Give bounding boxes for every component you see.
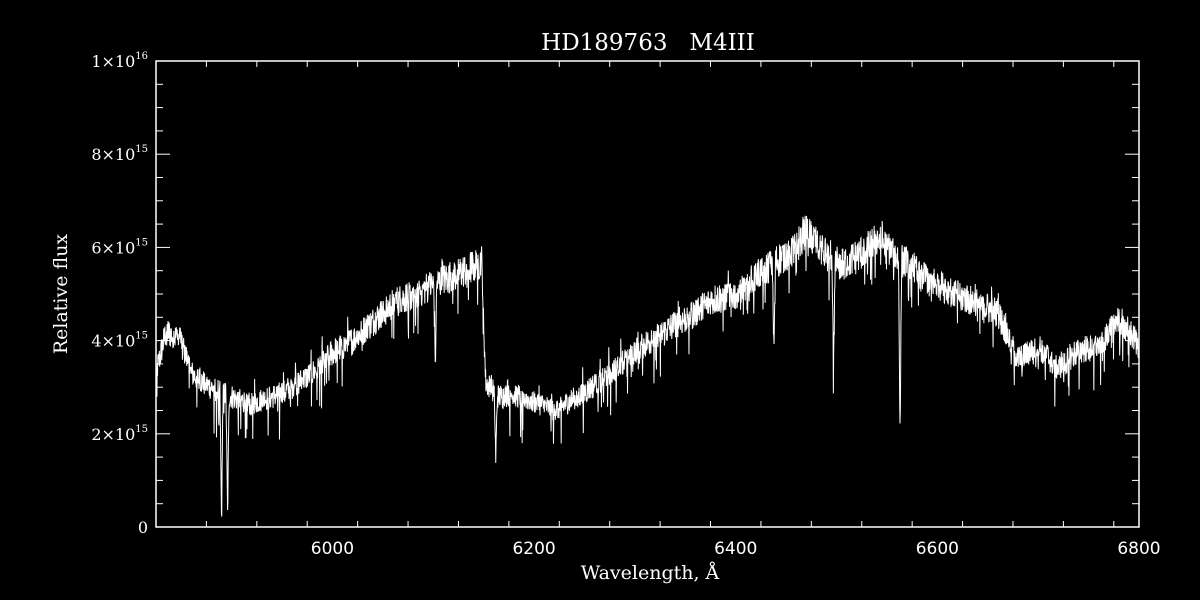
y-tick-label: 8×1015 xyxy=(91,144,148,164)
y-tick-label: 2×1015 xyxy=(91,424,148,444)
spectrum-line xyxy=(155,215,1140,517)
y-tick-exponent: 15 xyxy=(135,237,148,248)
y-tick-exponent: 15 xyxy=(135,331,148,342)
x-tick-label: 6800 xyxy=(1117,539,1160,559)
y-tick-mantissa: 0 xyxy=(138,518,148,537)
spectrum-series xyxy=(155,215,1140,517)
y-tick-mantissa: 2×10 xyxy=(91,425,135,444)
y-tick-mantissa: 1×10 xyxy=(91,52,135,71)
y-tick-label: 1×1016 xyxy=(91,51,148,71)
x-tick-label: 6000 xyxy=(311,539,354,559)
y-tick-mantissa: 4×10 xyxy=(91,332,135,351)
x-tick-label: 6400 xyxy=(714,539,757,559)
x-tick-label: 6600 xyxy=(916,539,959,559)
y-axis-label: Relative flux xyxy=(50,234,72,355)
y-tick-label: 0 xyxy=(138,518,148,537)
chart-title: HD189763 M4III xyxy=(541,30,755,56)
x-tick-labels: 6000 6200 6400 6600 6800 xyxy=(311,539,1161,559)
y-tick-exponent: 15 xyxy=(135,424,148,435)
y-tick-mantissa: 6×10 xyxy=(91,238,135,257)
x-tick-label: 6200 xyxy=(512,539,555,559)
y-tick-exponent: 15 xyxy=(135,144,148,155)
x-axis-label: Wavelength, Å xyxy=(581,562,720,584)
plot-frame xyxy=(155,60,1140,528)
y-tick-label: 4×1015 xyxy=(91,331,148,351)
axis-ticks xyxy=(155,60,1139,528)
y-tick-mantissa: 8×10 xyxy=(91,145,135,164)
y-tick-exponent: 16 xyxy=(135,51,148,62)
y-tick-label: 6×1015 xyxy=(91,237,148,257)
